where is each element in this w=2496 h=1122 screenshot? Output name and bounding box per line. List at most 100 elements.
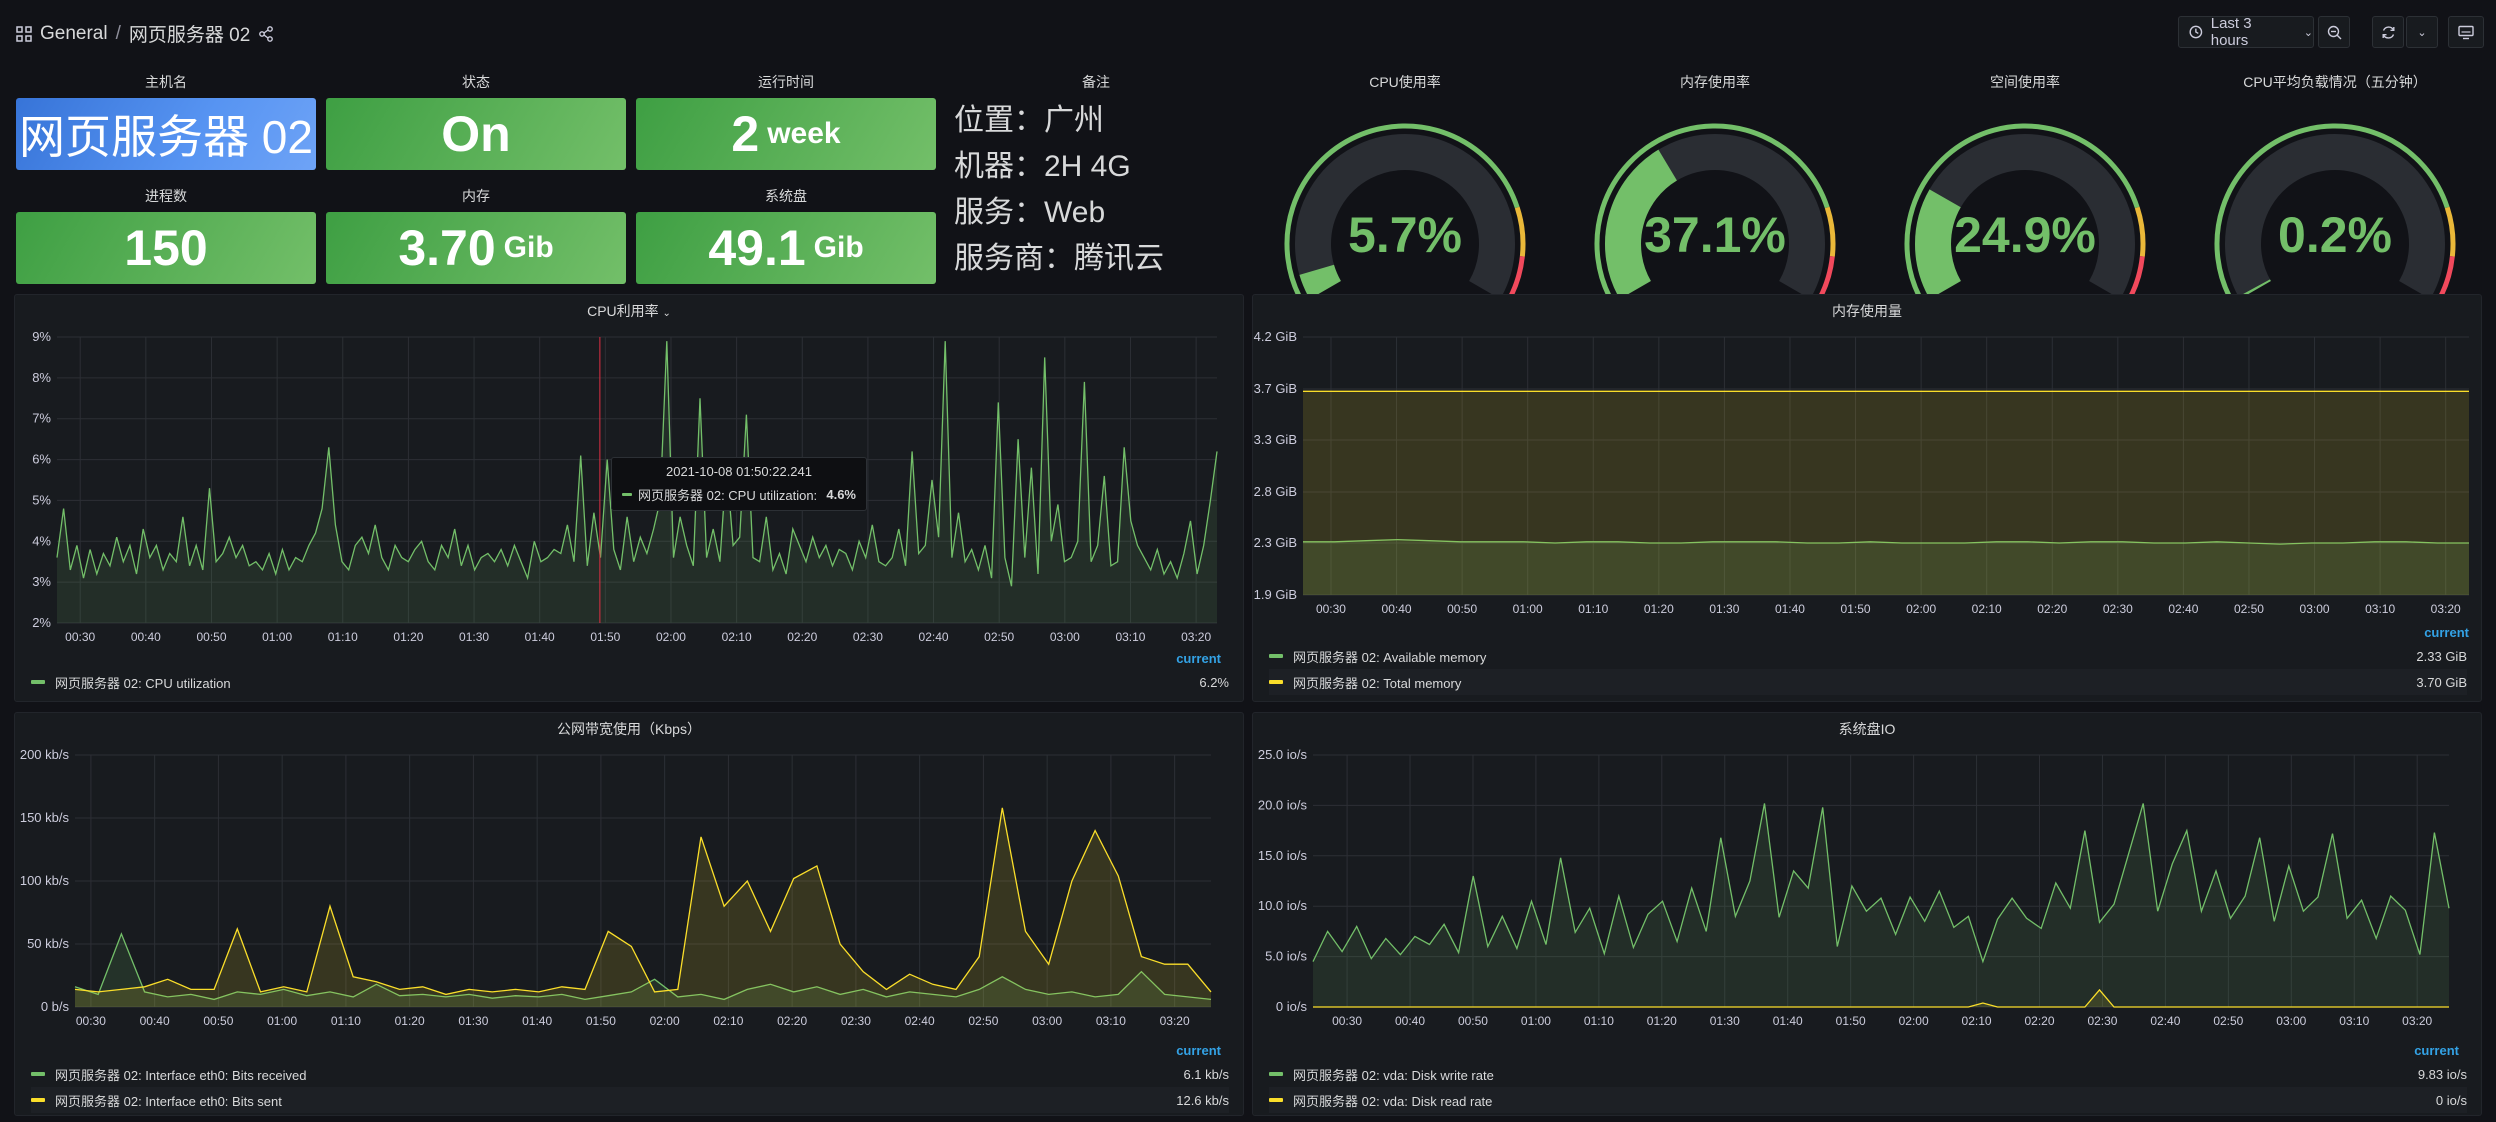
x-tick-label: 02:20 (2037, 602, 2067, 616)
gauge-title: CPU使用率 (1369, 74, 1441, 90)
gauge-threshold-band (1514, 206, 1526, 257)
series-area (1313, 803, 2449, 1007)
stat-status: On (326, 98, 626, 170)
chevron-down-icon: ⌄ (662, 308, 671, 319)
legend-item[interactable]: 网页服务器 02: Interface eth0: Bits sent 12.6… (31, 1087, 1229, 1113)
panel-title[interactable]: 系统盘IO (1838, 721, 1896, 737)
stat-hostname-value: 网页服务器 02 (19, 111, 313, 163)
x-tick-label: 02:30 (2087, 1014, 2117, 1028)
stat-title-memory: 内存 (462, 188, 490, 204)
legend-current-value: 3.70 GiB (2416, 674, 2467, 690)
x-tick-label: 01:20 (395, 1014, 425, 1028)
x-tick-label: 00:50 (203, 1014, 233, 1028)
y-tick-label: 0 io/s (1276, 999, 1308, 1014)
x-tick-label: 00:30 (65, 630, 95, 644)
refresh-interval-dropdown[interactable]: ⌄ (2406, 16, 2438, 48)
y-tick-label: 1.9 GiB (1254, 587, 1297, 602)
x-tick-label: 00:50 (196, 630, 226, 644)
gauge-title: 内存使用率 (1680, 74, 1750, 90)
x-tick-label: 02:10 (713, 1014, 743, 1028)
notes-line-machine: 机器：2H 4G (954, 150, 1131, 183)
gauge-threshold-band (2438, 256, 2455, 296)
panel-title[interactable]: CPU利用率 ⌄ (587, 303, 671, 319)
legend-current-header[interactable]: current (2414, 1043, 2459, 1058)
gauge-threshold-band (1594, 123, 1830, 296)
x-tick-label: 03:20 (2402, 1014, 2432, 1028)
legend-item[interactable]: 网页服务器 02: vda: Disk write rate 9.83 io/s (1269, 1061, 2467, 1087)
notes-panel: 位置：广州 机器：2H 4G 服务：Web 服务商：腾讯云 (954, 98, 1254, 282)
x-tick-label: 01:20 (393, 630, 423, 644)
gauge-threshold-band (2444, 206, 2456, 257)
legend-current-header[interactable]: current (1176, 651, 1221, 666)
panel-title[interactable]: 内存使用量 (1832, 303, 1902, 319)
x-tick-label: 01:10 (328, 630, 358, 644)
legend-item[interactable]: 网页服务器 02: Total memory 3.70 GiB (1269, 669, 2467, 695)
memory-chart[interactable]: 1.9 GiB 2.3 GiB 2.8 GiB 3.3 GiB 3.7 GiB 4.2 G… (1253, 323, 2483, 625)
breadcrumb-root[interactable]: General (40, 22, 108, 44)
y-tick-label: 15.0 io/s (1258, 848, 1308, 863)
legend-item[interactable]: 网页服务器 02: Available memory 2.33 GiB (1269, 643, 2467, 669)
cpu-chart[interactable]: 2% 3% 4% 5% 6% 7% 8% 9% 00:30 00:40 00:50 01:00 01:1… (15, 323, 1245, 653)
clock-icon (2189, 25, 2203, 39)
series-area (75, 933, 1211, 1007)
y-tick-label: 3.7 GiB (1254, 381, 1297, 396)
tooltip-series: 网页服务器 02: CPU utilization: (638, 488, 818, 503)
disk-io-chart[interactable]: 0 io/s 5.0 io/s 10.0 io/s 15.0 io/s 20.0 io/… (1253, 741, 2483, 1041)
stat-title-hostname: 主机名 (145, 74, 187, 90)
zoom-out-button[interactable] (2318, 16, 2350, 48)
x-tick-label: 03:20 (1160, 1014, 1190, 1028)
panel-network-bandwidth: 公网带宽使用（Kbps） 0 b/s 50 kb/s 100 kb/s 150 kb/… (14, 712, 1244, 1116)
share-icon[interactable] (258, 25, 274, 42)
dashboard-title[interactable]: 网页服务器 02 (128, 25, 251, 46)
stat-processes-value: 150 (124, 220, 208, 276)
disk-legend: 网页服务器 02: vda: Disk write rate 9.83 io/s… (1269, 1061, 2467, 1113)
gauge-threshold-band (2134, 206, 2146, 257)
legend-item[interactable]: 网页服务器 02: vda: Disk read rate 0 io/s (1269, 1087, 2467, 1113)
chevron-down-icon: ⌄ (2303, 26, 2313, 39)
x-tick-label: 01:00 (262, 630, 292, 644)
series-line (74, 932, 1212, 1001)
x-tick-label: 00:30 (1316, 602, 1346, 616)
stat-memory-value: 3.70 (398, 220, 496, 276)
legend-series-name: 网页服务器 02: Available memory (1293, 649, 1487, 665)
x-tick-label: 03:10 (2365, 602, 2395, 616)
network-chart[interactable]: 0 b/s 50 kb/s 100 kb/s 150 kb/s 200 kb/s 00:3… (15, 741, 1245, 1041)
legend-current-header[interactable]: current (2424, 625, 2469, 640)
legend-current-value: 12.6 kb/s (1176, 1092, 1229, 1108)
legend-item[interactable]: 网页服务器 02: Interface eth0: Bits received … (31, 1061, 1229, 1087)
gauge-title: 空间使用率 (1990, 74, 2060, 90)
gauge-threshold-band (1904, 123, 2140, 296)
legend-series-name: 网页服务器 02: Interface eth0: Bits sent (55, 1093, 282, 1109)
x-tick-label: 00:50 (1458, 1014, 1488, 1028)
panel-title[interactable]: 公网带宽使用（Kbps） (557, 721, 701, 737)
network-legend: 网页服务器 02: Interface eth0: Bits received … (31, 1061, 1229, 1113)
legend-swatch (31, 1072, 45, 1076)
apps-grid-icon[interactable] (16, 25, 32, 42)
time-range-label: Last 3 hours (2210, 15, 2252, 49)
legend-swatch (31, 1098, 45, 1102)
y-tick-label: 150 kb/s (20, 810, 70, 825)
top-bar: General / 网页服务器 02 Last 3 hours ⌄ ⌄ (0, 0, 2496, 62)
gauge-track (1295, 134, 1515, 296)
x-tick-label: 02:10 (1962, 1014, 1992, 1028)
x-tick-label: 01:30 (1710, 1014, 1740, 1028)
y-tick-label: 7% (32, 411, 51, 426)
stat-title-processes: 进程数 (145, 188, 187, 204)
refresh-button[interactable] (2372, 16, 2404, 48)
tv-mode-button[interactable] (2448, 16, 2484, 48)
gauge-value: 0.2% (2278, 207, 2392, 263)
gauge-threshold-band (2214, 123, 2450, 296)
x-tick-label: 00:30 (76, 1014, 106, 1028)
legend-current-header[interactable]: current (1176, 1043, 1221, 1058)
y-tick-label: 2% (32, 615, 51, 630)
series-line (1303, 538, 2469, 545)
stat-system-disk-value: 49.1 (708, 220, 806, 276)
y-tick-label: 25.0 io/s (1258, 747, 1308, 762)
legend-item[interactable]: 网页服务器 02: CPU utilization 6.2% (31, 669, 1229, 695)
gauge-value-arc (1915, 189, 1962, 296)
x-tick-label: 02:40 (2150, 1014, 2180, 1028)
legend-current-value: 6.2% (1199, 674, 1229, 690)
time-range-picker[interactable]: Last 3 hours ⌄ (2178, 15, 2314, 49)
stat-title-uptime: 运行时间 (758, 74, 814, 90)
y-tick-label: 2.3 GiB (1254, 535, 1297, 550)
